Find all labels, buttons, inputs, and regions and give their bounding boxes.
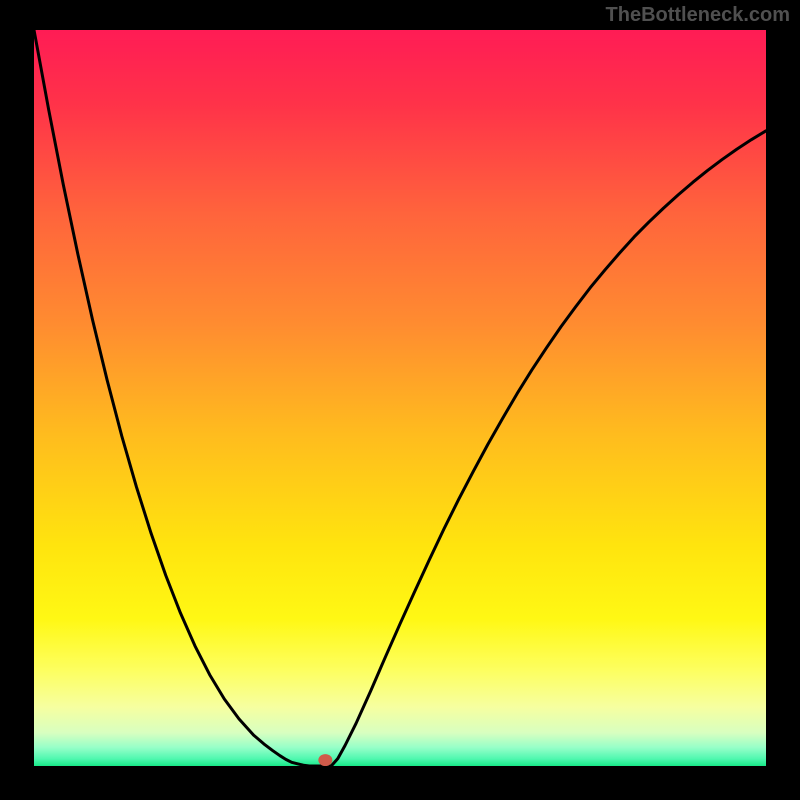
minimum-marker bbox=[318, 754, 332, 766]
plot-svg bbox=[34, 30, 766, 766]
gradient-background bbox=[34, 30, 766, 766]
watermark-text: TheBottleneck.com bbox=[606, 4, 790, 27]
chart-container: TheBottleneck.com bbox=[0, 0, 800, 800]
